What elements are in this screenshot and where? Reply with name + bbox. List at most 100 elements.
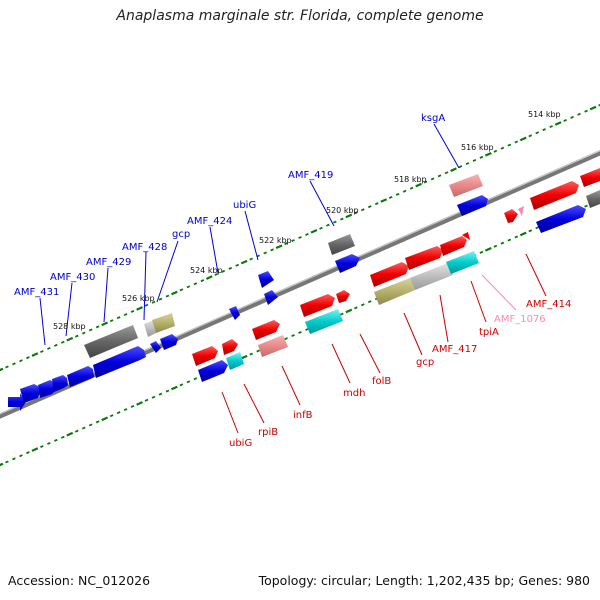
ruler-tick bbox=[270, 248, 274, 252]
gene-lightgrey bbox=[410, 263, 453, 290]
ruler-label: 528 kbp bbox=[53, 322, 86, 331]
ruler-tick bbox=[74, 429, 79, 433]
ruler-tick bbox=[584, 204, 588, 208]
ruler-tick bbox=[345, 213, 353, 219]
gene-label-ksgA: ksgA bbox=[421, 113, 445, 124]
ruler-tick bbox=[589, 105, 597, 111]
ruler-tick bbox=[374, 202, 379, 206]
ruler-tick bbox=[81, 426, 86, 430]
ruler-tick bbox=[123, 408, 128, 412]
gene-label-folB: folB bbox=[372, 376, 391, 387]
gene-arrow bbox=[440, 236, 467, 256]
ruler-tick bbox=[326, 223, 330, 227]
gene-label-ubiG-rev: ubiG bbox=[229, 438, 252, 449]
gene-arrow bbox=[518, 206, 524, 216]
gene-label-infB: infB bbox=[293, 410, 313, 421]
ruler-tick bbox=[305, 327, 309, 331]
ruler-tick bbox=[26, 356, 30, 360]
ruler-tick bbox=[275, 244, 283, 250]
ruler-tick bbox=[47, 346, 51, 350]
ruler-tick bbox=[151, 395, 156, 399]
ruler-tick bbox=[380, 198, 388, 203]
ruler-tick bbox=[360, 303, 365, 307]
ruler-tick bbox=[5, 460, 9, 464]
ruler-tick bbox=[186, 285, 191, 289]
ruler-tick bbox=[5, 365, 9, 369]
genome-summary-text: Topology: circular; Length: 1,202,435 bp… bbox=[258, 573, 590, 588]
ruler-tick bbox=[136, 306, 143, 311]
ruler-tick bbox=[570, 115, 574, 119]
ruler-label: 522 kbp bbox=[259, 236, 292, 245]
ruler-tick bbox=[291, 334, 295, 338]
ruler-tick bbox=[12, 457, 16, 461]
gene-label-gcp-rev: gcp bbox=[416, 357, 434, 368]
ruler-tick bbox=[214, 272, 219, 276]
gene-arrow bbox=[8, 393, 26, 411]
ruler-tick bbox=[19, 454, 23, 458]
ruler-tick bbox=[109, 319, 114, 323]
ruler-tick bbox=[158, 392, 163, 396]
ruler-tick bbox=[519, 136, 527, 142]
ruler-tick bbox=[60, 435, 65, 439]
label-leader-lines bbox=[39, 123, 547, 434]
ruler-tick bbox=[298, 331, 302, 334]
gene-arrow bbox=[580, 168, 600, 187]
ruler-tick bbox=[136, 401, 143, 406]
gene-olive bbox=[374, 278, 415, 305]
ruler-tick bbox=[256, 349, 260, 353]
ruler-tick bbox=[95, 325, 100, 329]
ruler-tick bbox=[430, 177, 435, 181]
gene-cyan bbox=[446, 251, 479, 274]
ruler-tick bbox=[500, 241, 505, 245]
ruler-tick bbox=[340, 217, 344, 221]
ruler-tick bbox=[130, 404, 135, 408]
ruler-tick bbox=[514, 235, 519, 239]
ruler-tick bbox=[95, 420, 100, 424]
ruler-tick bbox=[144, 303, 149, 307]
map-title: Anaplasma marginale str. Florida, comple… bbox=[116, 8, 484, 24]
gene-arrow bbox=[222, 339, 238, 355]
ruler-tick bbox=[66, 431, 74, 437]
ruler-tick bbox=[479, 250, 484, 254]
ruler-tick bbox=[116, 316, 121, 320]
ruler-tick bbox=[423, 180, 428, 184]
gene-label-AMF_431: AMF_431 bbox=[14, 287, 59, 298]
gene-label-gcp: gcp bbox=[172, 229, 190, 240]
gene-arrow bbox=[530, 181, 579, 210]
gene-arrow bbox=[252, 320, 280, 340]
gene-pink bbox=[258, 335, 288, 357]
ruler-tick bbox=[484, 246, 492, 252]
genome-backbone bbox=[0, 149, 600, 419]
ruler-tick bbox=[47, 441, 51, 445]
ruler-tick bbox=[284, 242, 288, 246]
ruler-tick bbox=[310, 228, 318, 234]
gene-label-AMF_1076: AMF_1076 bbox=[494, 314, 546, 325]
ruler-tick bbox=[554, 121, 562, 126]
ruler-tick bbox=[598, 104, 600, 107]
ruler-tick bbox=[179, 288, 184, 292]
gene-arrow bbox=[52, 375, 68, 392]
ruler-tick bbox=[528, 134, 533, 138]
gene-label-AMF_417: AMF_417 bbox=[432, 344, 477, 355]
ruler-tick bbox=[345, 308, 353, 314]
ruler-tick bbox=[179, 383, 184, 387]
ruler-tick bbox=[507, 143, 512, 147]
ruler-tick bbox=[19, 359, 23, 363]
ruler-tick bbox=[465, 162, 470, 166]
ruler-tick bbox=[367, 300, 372, 304]
ruler-tick bbox=[354, 211, 358, 215]
ruler-labels: 514 kbp 516 kbp 518 kbp 520 kbp 522 kbp … bbox=[53, 110, 561, 331]
ruler-tick bbox=[109, 414, 114, 418]
ruler-tick bbox=[507, 238, 512, 242]
ruler-tick bbox=[74, 334, 79, 338]
ruler-tick bbox=[60, 340, 65, 344]
gene-arrow bbox=[536, 205, 586, 233]
ruler-tick bbox=[54, 438, 58, 442]
ruler-tick bbox=[584, 109, 588, 113]
ruler-tick bbox=[395, 192, 400, 196]
ruler-tick bbox=[249, 352, 253, 356]
gene-cyan bbox=[226, 352, 244, 370]
ruler-tick bbox=[31, 447, 39, 452]
